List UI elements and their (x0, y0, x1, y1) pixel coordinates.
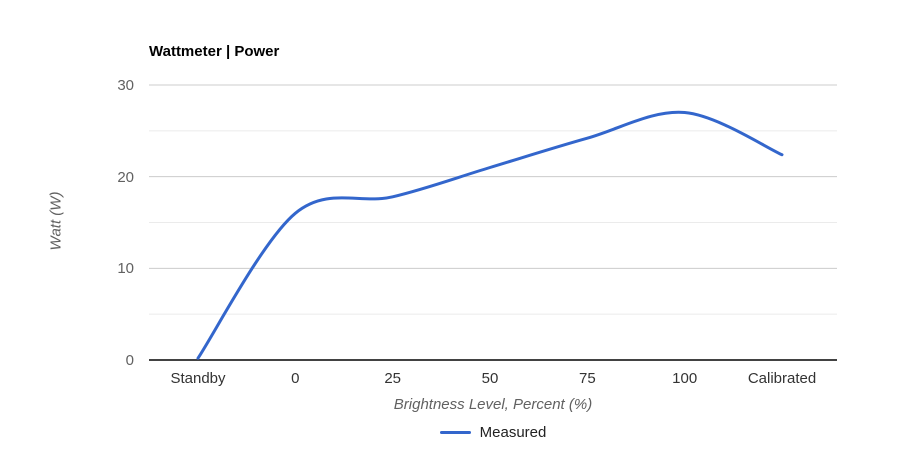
y-axis-tick-label: 0 (125, 352, 134, 369)
x-axis-tick-label: 100 (672, 370, 698, 387)
legend-series-label: Measured (479, 424, 547, 441)
y-axis-tick-label: 10 (117, 260, 134, 278)
y-axis-tick-label: 20 (117, 168, 134, 186)
x-axis-tick-label: 25 (384, 370, 401, 387)
x-axis-title: Brightness Level, Percent (%) (393, 396, 593, 413)
chart-title: Wattmeter | Power (149, 43, 280, 60)
legend-line-swatch (439, 431, 471, 434)
x-axis-tick-label: Calibrated (747, 370, 817, 387)
x-axis-tick-label: 75 (578, 370, 596, 387)
x-axis-tick-label: 0 (291, 370, 300, 387)
x-axis-tick-label: 50 (481, 370, 499, 387)
series-line-measured[interactable] (196, 110, 784, 360)
x-axis-tick-label: Standby (170, 370, 226, 387)
y-axis-tick-label: 30 (117, 77, 134, 94)
legend: Measured (149, 424, 837, 441)
